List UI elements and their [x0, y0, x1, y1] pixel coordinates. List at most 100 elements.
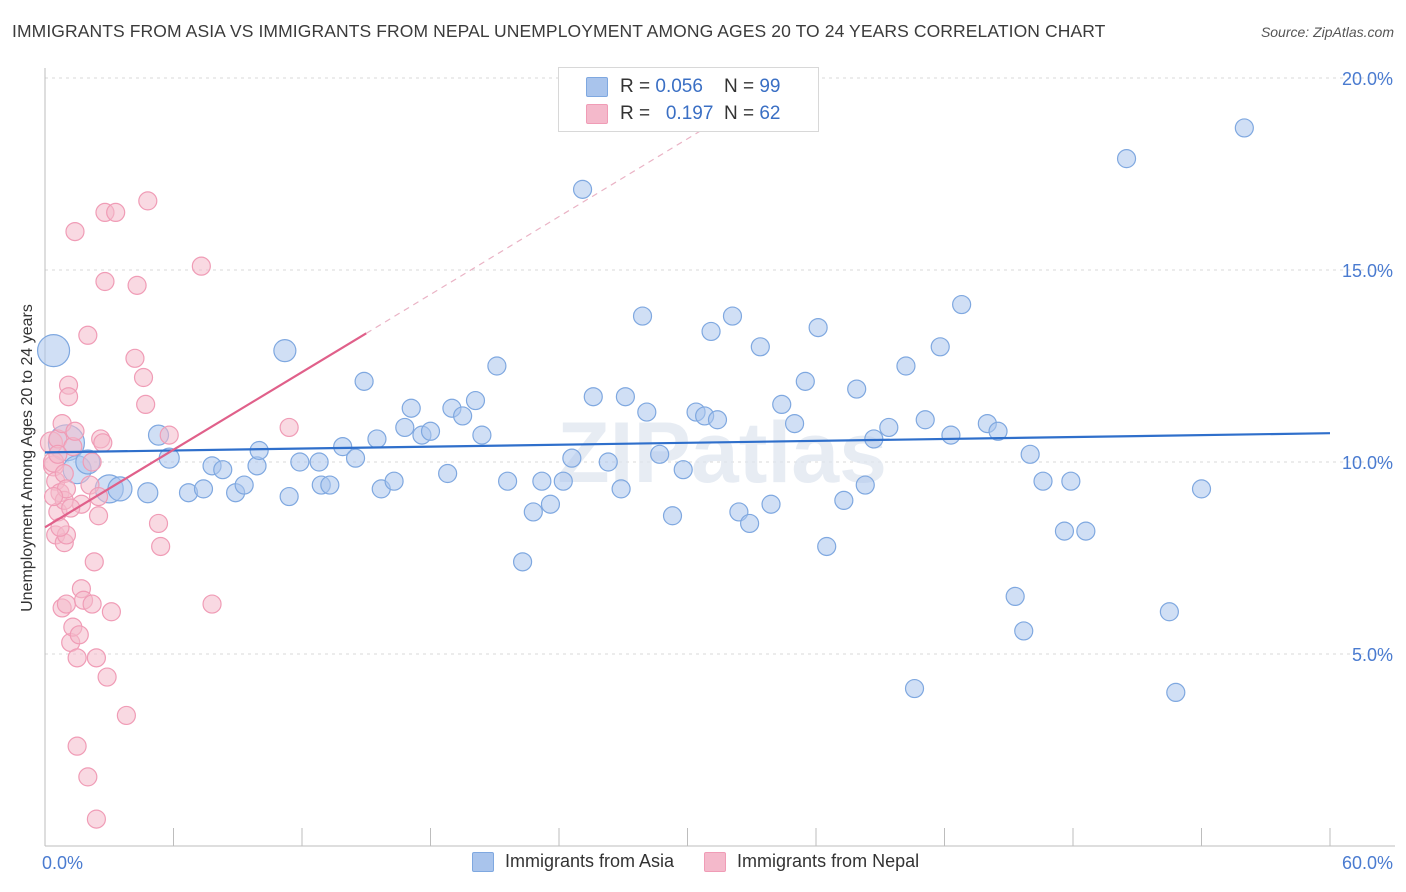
series-nepal — [39, 191, 299, 829]
asia-point — [395, 417, 415, 438]
asia-point — [273, 339, 297, 363]
asia-point — [772, 394, 792, 414]
asia-point — [367, 429, 387, 449]
asia-point — [808, 318, 828, 338]
nepal-point — [67, 648, 87, 668]
nepal-point — [116, 705, 136, 726]
asia-point — [795, 371, 815, 391]
asia-point — [1033, 471, 1053, 491]
asia-point — [722, 306, 743, 326]
asia-point — [930, 337, 950, 357]
asia-point — [234, 475, 254, 495]
asia-point — [290, 452, 310, 472]
asia-point — [465, 390, 486, 411]
asia-point — [707, 410, 728, 430]
asia-point — [761, 494, 781, 514]
asia-point — [354, 371, 374, 391]
nepal-point — [84, 552, 104, 572]
nepal-point — [136, 394, 156, 414]
series-asia — [36, 118, 1254, 703]
nepal-point — [151, 536, 171, 557]
asia-point — [632, 306, 653, 326]
asia-point — [583, 387, 603, 407]
asia-point — [453, 406, 473, 426]
nepal-point — [86, 648, 107, 668]
asia-point — [523, 502, 543, 522]
asia-point — [279, 486, 299, 507]
asia-point — [333, 437, 353, 457]
asia-point — [401, 398, 421, 418]
nepal-point — [191, 256, 211, 276]
nepal-point — [65, 222, 85, 242]
tick-labels: 5.0% 10.0% 15.0% 20.0% 0.0% 60.0% — [42, 69, 1393, 873]
nepal-point — [88, 506, 109, 526]
x-tick-label: 60.0% — [1342, 853, 1393, 873]
asia-point — [553, 471, 573, 491]
asia-point — [941, 425, 961, 445]
nepal-point — [138, 191, 158, 211]
legend-item-asia[interactable]: Immigrants from Asia — [472, 851, 674, 872]
asia-point — [107, 476, 133, 502]
asia-point — [915, 410, 935, 430]
nepal-point — [78, 767, 98, 787]
asia-point — [487, 356, 507, 376]
asia-point — [472, 425, 492, 445]
legend-row-nepal: R = 0.197 N = 62 — [586, 102, 780, 126]
nepal-point — [97, 667, 117, 687]
asia-point — [904, 678, 925, 699]
asia-swatch — [586, 77, 608, 97]
asia-point — [512, 552, 533, 572]
asia-point — [345, 448, 366, 468]
nepal-point — [65, 421, 85, 441]
asia-point — [615, 387, 635, 407]
asia-point — [988, 421, 1008, 441]
nepal-point — [202, 594, 222, 614]
asia-point — [834, 490, 854, 510]
asia-point — [532, 471, 552, 491]
legend-label-nepal: Immigrants from Nepal — [737, 851, 920, 871]
asia-point — [420, 421, 441, 441]
y-tick-label: 20.0% — [1342, 69, 1393, 89]
nepal-point — [58, 387, 79, 407]
nepal-point — [125, 348, 145, 368]
nepal-swatch — [704, 851, 727, 872]
nepal-point — [86, 809, 107, 829]
legend-row-asia: R = 0.056 N = 99 — [586, 75, 780, 99]
asia-point — [36, 334, 71, 368]
nepal-point — [82, 594, 102, 614]
asia-point — [879, 417, 899, 438]
asia-point — [784, 414, 805, 434]
asia-point — [1116, 149, 1137, 169]
asia-point — [540, 494, 561, 514]
asia-point — [1166, 682, 1186, 703]
nepal-trend-line — [44, 332, 367, 529]
asia-point — [855, 475, 875, 495]
nepal-point — [43, 486, 64, 507]
n-value: 99 — [759, 76, 781, 97]
asia-point — [1061, 471, 1081, 491]
asia-point — [1005, 586, 1025, 607]
trend-lines — [44, 92, 1331, 529]
asia-point — [498, 471, 518, 491]
asia-point — [701, 321, 721, 342]
asia-point — [611, 479, 631, 499]
nepal-point — [93, 433, 113, 453]
nepal-point — [78, 325, 98, 345]
gridlines — [45, 77, 1395, 655]
r-value: 0.056 — [655, 76, 703, 97]
asia-point — [572, 179, 593, 199]
asia-point — [193, 479, 214, 499]
r-label: R = — [620, 76, 651, 97]
legend-label-asia: Immigrants from Asia — [505, 851, 675, 871]
y-tick-label: 10.0% — [1342, 453, 1393, 473]
asia-swatch — [472, 851, 494, 872]
asia-point — [650, 444, 670, 464]
asia-point — [1191, 479, 1212, 499]
y-tick-label: 5.0% — [1352, 645, 1393, 665]
nepal-point — [101, 602, 121, 622]
asia-point — [309, 452, 329, 472]
nepal-point — [106, 202, 126, 222]
asia-point — [384, 471, 404, 491]
legend-item-nepal[interactable]: Immigrants from Nepal — [704, 851, 919, 872]
